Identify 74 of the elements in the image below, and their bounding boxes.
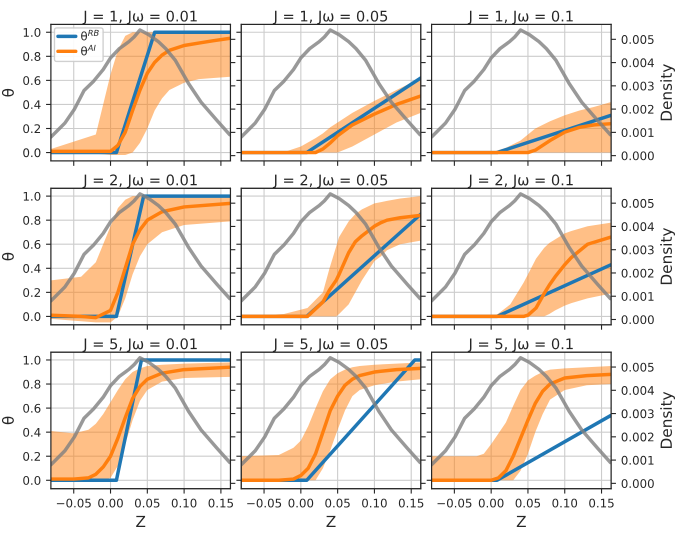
y-tick-label: 0.4 <box>23 100 41 110</box>
y2-tick-label: 0.002 <box>622 268 654 278</box>
y-tick-label: 0.0 <box>23 312 40 322</box>
y-tick-label: 1.0 <box>24 356 40 365</box>
x-tick-label: 0.10 <box>362 498 387 508</box>
x-tick-label: 0.00 <box>478 498 504 508</box>
chart-title: J = 5, Jω = 0.01 <box>82 338 197 352</box>
y-tick-label: 0.6 <box>23 76 40 86</box>
y-tick-label: 0.0 <box>23 476 40 485</box>
x-tick-label: 0.10 <box>552 498 578 508</box>
y-tick-label: 0.2 <box>23 288 40 298</box>
chart-title: J = 2, Jω = 0.01 <box>82 174 197 188</box>
y2-tick-label: 0.005 <box>622 198 654 208</box>
y-tick-label: 0.2 <box>23 452 40 461</box>
y2-axis-title: Density <box>660 64 675 120</box>
y-tick-label: 0.2 <box>23 124 40 134</box>
chart-title: J = 2, Jω = 0.05 <box>272 174 388 188</box>
y-tick-label: 0.0 <box>23 148 40 158</box>
line-series <box>432 356 612 466</box>
x-axis-title: Z <box>136 516 146 528</box>
chart-title: J = 2, Jω = 0.1 <box>468 174 573 188</box>
y2-tick-label: 0.001 <box>622 292 654 301</box>
x-tick-label: 0.15 <box>208 498 234 508</box>
y2-tick-label: 0.005 <box>622 35 654 44</box>
y2-tick-label: 0.001 <box>622 128 654 138</box>
y2-tick-label: 0.003 <box>622 82 654 90</box>
chart-title: J = 1, Jω = 0.1 <box>468 10 573 24</box>
x-tick-label: 0.10 <box>172 498 196 508</box>
y2-tick-label: 0.000 <box>622 315 654 324</box>
chart-title: J = 1, Jω = 0.05 <box>272 10 388 24</box>
x-tick-label: 0.15 <box>589 498 614 508</box>
y-axis-title: θ <box>2 416 14 424</box>
y-tick-label: 0.6 <box>23 404 40 413</box>
y-tick-label: 1.0 <box>24 192 40 201</box>
y-tick-label: 0.8 <box>23 380 40 389</box>
x-axis-title: Z <box>326 516 336 528</box>
line-series <box>432 28 612 139</box>
y2-tick-label: 0.004 <box>622 386 654 395</box>
y2-tick-label: 0.003 <box>622 245 654 254</box>
y2-tick-label: 0.003 <box>622 409 654 418</box>
x-tick-label: −0.05 <box>247 498 282 508</box>
chart-title: J = 1, Jω = 0.01 <box>82 10 197 24</box>
y-tick-label: 0.8 <box>23 216 40 225</box>
y2-tick-label: 0.004 <box>622 222 654 232</box>
x-tick-label: 0.05 <box>325 498 350 508</box>
y2-tick-label: 0.002 <box>622 432 654 442</box>
y2-tick-label: 0.000 <box>622 479 654 488</box>
line-series <box>432 192 612 303</box>
y2-tick-label: 0.001 <box>622 456 654 465</box>
legend-label: θ$^{RB}$ <box>81 30 99 41</box>
x-tick-label: 0.05 <box>516 498 540 508</box>
y-tick-label: 0.4 <box>23 264 41 273</box>
chart-title: J = 5, Jω = 0.1 <box>468 338 573 352</box>
y-axis-title: θ <box>2 88 14 97</box>
y-tick-label: 1.0 <box>24 28 40 37</box>
y-tick-label: 0.6 <box>23 240 40 249</box>
y2-tick-label: 0.002 <box>622 104 654 114</box>
legend-label: θ$^{AI}$ <box>81 44 96 56</box>
x-tick-label: 0.00 <box>98 498 123 508</box>
x-tick-label: 0.05 <box>134 498 160 508</box>
y2-axis-title: Density <box>660 228 675 284</box>
x-tick-label: −0.05 <box>438 498 472 508</box>
x-tick-label: 0.15 <box>398 498 424 508</box>
y2-axis-title: Density <box>660 392 675 448</box>
x-tick-label: 0.00 <box>288 498 314 508</box>
chart-title: J = 5, Jω = 0.05 <box>272 338 388 352</box>
y-tick-label: 0.8 <box>23 52 40 61</box>
x-tick-label: −0.05 <box>56 498 91 508</box>
y-tick-label: 0.4 <box>23 428 41 437</box>
x-axis-title: Z <box>516 516 526 528</box>
y2-tick-label: 0.004 <box>622 58 654 68</box>
y2-tick-label: 0.005 <box>622 362 654 372</box>
y2-tick-label: 0.000 <box>622 151 654 160</box>
y-axis-title: θ <box>2 252 14 260</box>
